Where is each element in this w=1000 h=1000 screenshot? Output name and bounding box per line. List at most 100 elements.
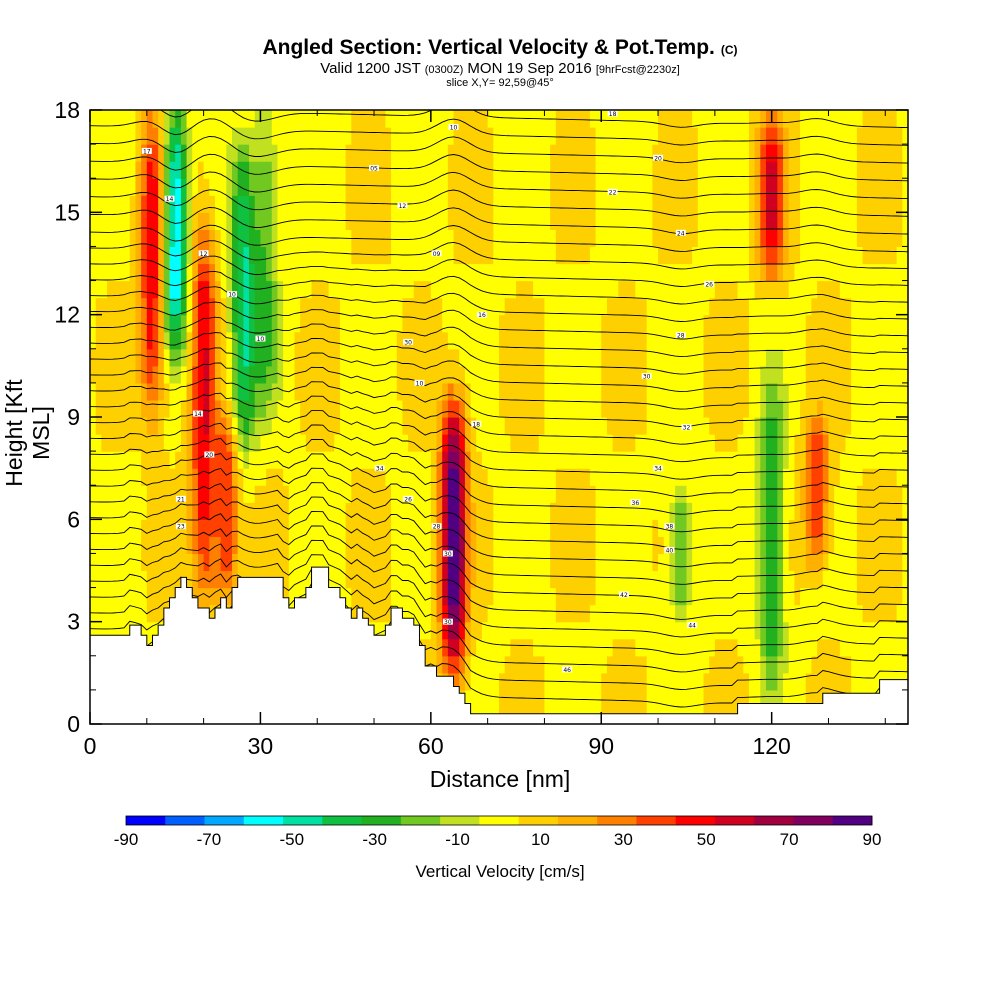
velocity-cell (288, 297, 296, 316)
velocity-cell (777, 127, 784, 145)
velocity-cell (311, 144, 318, 162)
velocity-cell (800, 655, 807, 674)
velocity-cell (180, 161, 188, 179)
velocity-cell (550, 417, 557, 435)
velocity-cell (800, 519, 807, 537)
velocity-cell (748, 519, 756, 537)
velocity-cell (851, 587, 858, 606)
velocity-cell (635, 348, 642, 367)
velocity-cell (856, 434, 864, 452)
velocity-cell (839, 314, 847, 333)
velocity-cell (521, 246, 529, 265)
velocity-cell (595, 451, 602, 469)
velocity-cell (374, 553, 381, 572)
velocity-cell (481, 280, 489, 299)
velocity-cell (169, 297, 176, 316)
velocity-cell (646, 655, 653, 674)
velocity-cell (760, 280, 767, 299)
velocity-cell (362, 331, 369, 350)
velocity-cell (368, 485, 375, 503)
velocity-cell (760, 178, 767, 196)
velocity-cell (317, 451, 324, 469)
velocity-cell (226, 348, 233, 367)
velocity-cell (237, 110, 244, 128)
velocity-cell (322, 161, 330, 179)
velocity-cell (720, 604, 727, 623)
velocity-cell (413, 195, 421, 213)
velocity-cell (141, 434, 148, 452)
velocity-cell (232, 485, 239, 503)
velocity-cell (777, 519, 784, 537)
velocity-cell (328, 519, 335, 537)
velocity-cell (220, 417, 227, 435)
velocity-cell (828, 485, 835, 503)
velocity-cell (697, 553, 705, 572)
velocity-cell (385, 536, 392, 555)
velocity-cell (771, 672, 778, 691)
velocity-cell (538, 365, 546, 384)
velocity-cell (743, 331, 750, 350)
velocity-cell (470, 399, 477, 418)
velocity-cell (447, 519, 455, 537)
velocity-cell (254, 502, 262, 520)
velocity-cell (811, 451, 818, 469)
velocity-cell (760, 246, 767, 265)
velocity-cell (305, 417, 313, 435)
velocity-cell (595, 672, 602, 691)
velocity-cell (669, 451, 676, 469)
velocity-cell (771, 553, 778, 572)
velocity-cell (203, 110, 210, 128)
velocity-cell (447, 587, 455, 606)
velocity-cell (731, 587, 739, 606)
velocity-cell (163, 195, 171, 213)
velocity-cell (271, 212, 279, 230)
velocity-cell (538, 672, 546, 691)
velocity-cell (192, 161, 199, 179)
velocity-cell (249, 519, 256, 537)
velocity-cell (629, 348, 636, 367)
velocity-cell (493, 212, 500, 230)
velocity-cell (237, 365, 244, 384)
velocity-cell (141, 604, 148, 623)
velocity-cell (868, 263, 875, 282)
velocity-cell (470, 161, 477, 179)
velocity-cell (800, 280, 807, 299)
velocity-cell (266, 399, 273, 418)
velocity-cell (589, 434, 597, 452)
velocity-cell (527, 297, 534, 316)
velocity-cell (561, 314, 568, 333)
velocity-cell (589, 570, 597, 589)
velocity-cell (544, 417, 551, 435)
velocity-cell (391, 331, 398, 350)
velocity-cell (152, 246, 159, 265)
velocity-cell (146, 280, 154, 299)
velocity-cell (146, 348, 154, 367)
velocity-cell (550, 314, 557, 333)
velocity-cell (197, 502, 205, 520)
velocity-cell (90, 280, 97, 299)
velocity-cell (118, 570, 125, 589)
velocity-cell (175, 348, 182, 367)
velocity-cell (499, 365, 506, 384)
velocity-cell (686, 553, 693, 572)
velocity-cell (481, 110, 489, 128)
velocity-cell (408, 519, 415, 537)
velocity-cell (680, 672, 688, 691)
velocity-cell (646, 297, 653, 316)
velocity-cell (817, 451, 824, 469)
velocity-cell (101, 502, 108, 520)
velocity-cell (851, 246, 858, 265)
velocity-cell (572, 399, 580, 418)
velocity-cell (572, 468, 580, 486)
velocity-cell (203, 434, 210, 452)
velocity-cell (180, 434, 188, 452)
velocity-cell (402, 144, 409, 162)
velocity-cell (214, 553, 222, 572)
velocity-cell (510, 570, 517, 589)
velocity-cell (95, 314, 102, 333)
velocity-cell (760, 382, 767, 401)
velocity-cell (345, 399, 352, 418)
velocity-cell (249, 331, 256, 350)
velocity-cell (175, 314, 182, 333)
velocity-cell (754, 144, 761, 162)
